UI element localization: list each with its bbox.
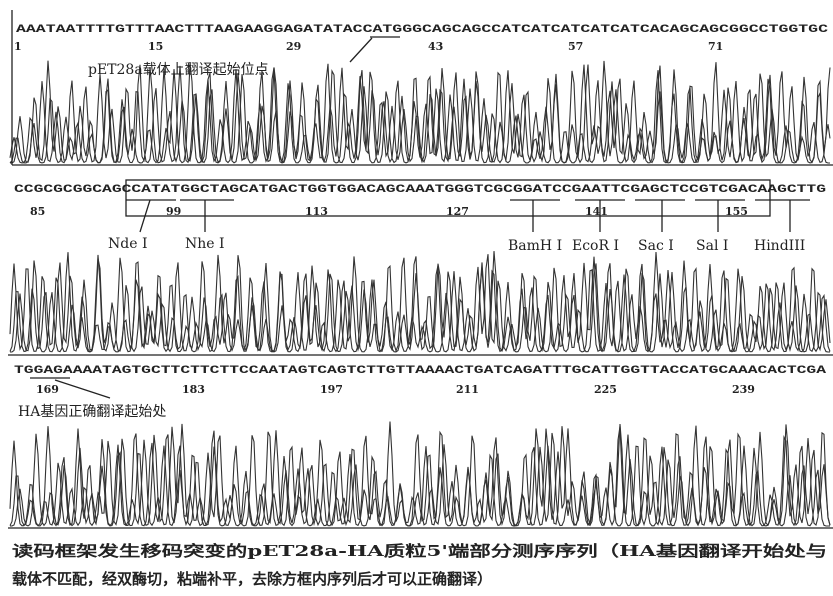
position: 211: [456, 383, 479, 396]
position: 113: [305, 205, 328, 218]
site-label: HindIII: [754, 238, 805, 254]
caption: 载体不匹配，经双酶切，粘端补平，去除方框内序列后才可以正确翻译）: [12, 570, 492, 588]
position: 127: [446, 205, 469, 218]
sequence: TGGAGAAAATAGTGCTTCTTCTTCCAATAGTCAGTCTTGT…: [14, 365, 827, 377]
sequence: CCGCGCGGCAGCCATATGGCTAGCATGACTGGTGGACAGC…: [14, 184, 827, 196]
position: 239: [732, 383, 755, 396]
annotation: pET28a载体上翻译起始位点: [88, 62, 269, 78]
site-label: BamH Ⅰ: [508, 238, 562, 254]
figure: AAATAATTTTGTTTAACTTTAAGAAGGAGATATACCATGG…: [0, 0, 833, 596]
position: 183: [182, 383, 205, 396]
caption: 读码框架发生移码突变的pET28a-HA质粒5'端部分测序序列（HA基因翻译开始…: [12, 542, 827, 560]
site-label: Sal Ⅰ: [696, 238, 728, 254]
position: 169: [36, 383, 59, 396]
position: 43: [428, 40, 443, 53]
position: 197: [320, 383, 343, 396]
annotation: HA基因正确翻译起始处: [18, 403, 166, 420]
position: 1: [14, 40, 22, 53]
site-label: Nde Ⅰ: [108, 236, 147, 252]
site-label: Sac Ⅰ: [638, 238, 674, 254]
position: 71: [708, 40, 723, 53]
position: 155: [725, 205, 748, 218]
sequence: AAATAATTTTGTTTAACTTTAAGAAGGAGATATACCATGG…: [16, 24, 829, 36]
position: 99: [166, 205, 181, 218]
position: 15: [148, 40, 163, 53]
site-label: EcoR Ⅰ: [572, 238, 619, 254]
position: 141: [585, 205, 608, 218]
position: 29: [286, 40, 301, 53]
position: 85: [30, 205, 45, 218]
position: 225: [594, 383, 617, 396]
site-label: Nhe Ⅰ: [185, 236, 225, 252]
position: 57: [568, 40, 583, 53]
